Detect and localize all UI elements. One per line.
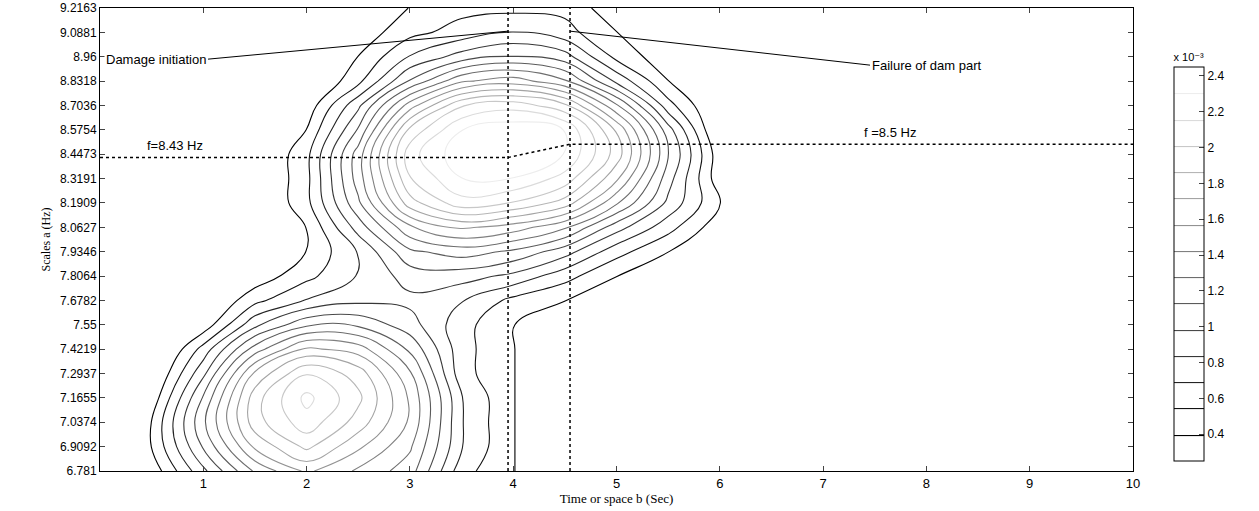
svg-text:4: 4 xyxy=(510,476,517,491)
svg-text:7.2937: 7.2937 xyxy=(60,367,97,381)
svg-text:0.8: 0.8 xyxy=(1207,356,1224,370)
svg-text:5: 5 xyxy=(613,476,620,491)
svg-text:6: 6 xyxy=(716,476,723,491)
svg-text:7: 7 xyxy=(819,476,826,491)
svg-text:7.55: 7.55 xyxy=(73,318,97,332)
svg-text:0.6: 0.6 xyxy=(1207,392,1224,406)
svg-text:2.4: 2.4 xyxy=(1207,69,1224,83)
svg-text:8.96: 8.96 xyxy=(73,50,97,64)
svg-text:7.1655: 7.1655 xyxy=(60,391,97,405)
svg-text:2.2: 2.2 xyxy=(1207,105,1224,119)
svg-text:1: 1 xyxy=(1207,320,1214,334)
svg-text:f =8.5 Hz: f =8.5 Hz xyxy=(864,125,916,140)
svg-text:10: 10 xyxy=(1126,476,1140,491)
svg-text:6.781: 6.781 xyxy=(67,464,97,478)
svg-text:3: 3 xyxy=(406,476,413,491)
svg-text:7.0374: 7.0374 xyxy=(60,415,97,429)
svg-text:8.0627: 8.0627 xyxy=(60,221,97,235)
svg-text:2: 2 xyxy=(303,476,310,491)
svg-text:8.3191: 8.3191 xyxy=(60,172,97,186)
svg-text:8.7036: 8.7036 xyxy=(60,99,97,113)
svg-text:9.2163: 9.2163 xyxy=(60,1,97,15)
svg-text:Scales a (Hz): Scales a (Hz) xyxy=(39,208,53,272)
svg-text:x 10⁻³: x 10⁻³ xyxy=(1173,51,1204,63)
svg-text:0.4: 0.4 xyxy=(1207,427,1224,441)
svg-text:7.4219: 7.4219 xyxy=(60,342,97,356)
svg-text:8.5754: 8.5754 xyxy=(60,123,97,137)
svg-text:Time or space b (Sec): Time or space b (Sec) xyxy=(560,491,674,506)
svg-text:7.9346: 7.9346 xyxy=(60,245,97,259)
svg-text:1.6: 1.6 xyxy=(1207,212,1224,226)
svg-text:2: 2 xyxy=(1207,141,1214,155)
svg-text:1: 1 xyxy=(200,476,207,491)
svg-text:6.9092: 6.9092 xyxy=(60,440,97,454)
svg-text:1.8: 1.8 xyxy=(1207,177,1224,191)
svg-text:8.4473: 8.4473 xyxy=(60,147,97,161)
svg-text:1.2: 1.2 xyxy=(1207,284,1224,298)
svg-text:7.8064: 7.8064 xyxy=(60,269,97,283)
svg-text:7.6782: 7.6782 xyxy=(60,294,97,308)
svg-text:8.8318: 8.8318 xyxy=(60,74,97,88)
svg-text:9: 9 xyxy=(1026,476,1033,491)
svg-text:9.0881: 9.0881 xyxy=(60,26,97,40)
svg-text:Damage initiation: Damage initiation xyxy=(106,52,206,67)
svg-text:Failure of dam part: Failure of dam part xyxy=(872,58,981,73)
svg-text:8.1909: 8.1909 xyxy=(60,196,97,210)
svg-text:8: 8 xyxy=(923,476,930,491)
svg-text:f=8.43 Hz: f=8.43 Hz xyxy=(147,138,203,153)
svg-text:1.4: 1.4 xyxy=(1207,248,1224,262)
